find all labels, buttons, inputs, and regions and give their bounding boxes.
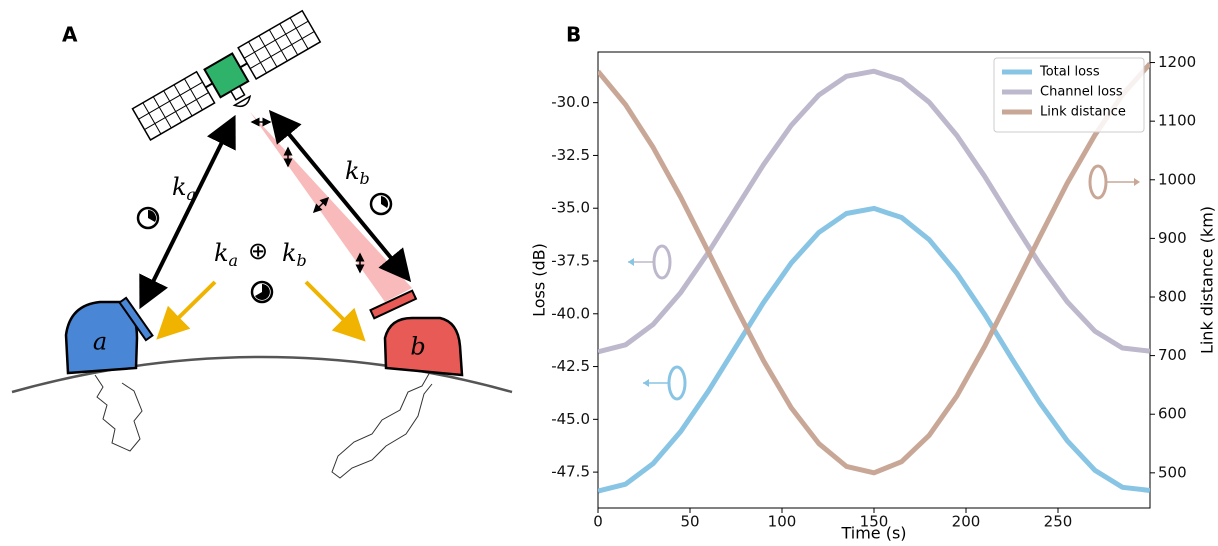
map: [331, 371, 433, 479]
y-axis-label: Loss (dB): [530, 243, 549, 317]
channel-arrow: [139, 114, 236, 310]
key-label: kb: [282, 239, 307, 270]
y-tick-label: -35.0: [551, 199, 590, 217]
series-line: [598, 205, 1150, 494]
panel-b: B Time (s) Loss (dB) Link distance (km) …: [530, 23, 1217, 543]
satellite: [131, 9, 322, 141]
y2-tick-label: 700: [1158, 346, 1187, 364]
y2-tick-label: 500: [1158, 463, 1187, 481]
station-b: [383, 316, 464, 377]
series-line: [598, 68, 1150, 355]
x-axis-label: Time (s): [840, 524, 906, 543]
y2-axis-label: Link distance (km): [1198, 206, 1217, 354]
dish: [118, 296, 154, 342]
wobble: [312, 196, 330, 214]
y-tick-label: -37.5: [551, 252, 590, 270]
station-label: b: [410, 333, 425, 361]
key-arrow: [304, 280, 366, 342]
key-base: k: [214, 239, 229, 267]
channel-arrow: [268, 109, 412, 283]
legend-label: Link distance: [1040, 105, 1126, 120]
y2-tick-label: 900: [1158, 229, 1187, 247]
key-label: kb: [345, 157, 370, 188]
y2-tick-label: 800: [1158, 287, 1187, 305]
stopwatch-fill: [148, 196, 389, 300]
legend-label: Total loss: [1039, 65, 1100, 80]
station-label: a: [93, 328, 107, 356]
x-tick-label: 0: [593, 513, 603, 531]
annotation-head: [628, 258, 649, 387]
legend-label: Channel loss: [1040, 85, 1123, 100]
annotation-head: [1134, 178, 1140, 186]
y-tick-label: -40.0: [551, 304, 590, 322]
key-base: k: [282, 239, 297, 267]
panel-label: A: [62, 23, 78, 47]
y2-tick-label: 1100: [1158, 112, 1196, 130]
key-label: ka: [172, 173, 196, 204]
y-tick-label: -30.0: [551, 93, 590, 111]
x-tick-label: 250: [1044, 513, 1073, 531]
x-tick-label: 50: [680, 513, 699, 531]
y2-tick-label: 600: [1158, 405, 1187, 423]
xor-symbol: ⊕: [248, 237, 268, 265]
x-tick-label: 200: [952, 513, 981, 531]
y-tick-label: -47.5: [551, 463, 590, 481]
x-tick-label: 100: [768, 513, 797, 531]
annotations: [628, 164, 1134, 401]
series-line: [598, 62, 1150, 476]
earth: [11, 355, 513, 394]
map: [94, 374, 143, 452]
y2-tick-label: 1200: [1158, 53, 1196, 71]
key-sub: a: [187, 185, 197, 204]
key-arrow: [156, 280, 217, 340]
key-label: ka: [214, 239, 238, 270]
panel-label: B: [566, 23, 581, 47]
key-sub: b: [360, 169, 370, 188]
y-tick-label: -42.5: [551, 357, 590, 375]
key-sub: a: [229, 251, 239, 270]
key-sub: b: [297, 251, 307, 270]
x-tick-label: 150: [860, 513, 889, 531]
key-base: k: [345, 157, 360, 185]
dish: [369, 289, 418, 320]
y-tick-label: -32.5: [551, 146, 590, 164]
y-tick-label: -45.0: [551, 410, 590, 428]
panel-a: A ka kb ka ⊕ kb a b: [11, 9, 513, 479]
y2-tick-label: 1000: [1158, 170, 1196, 188]
key-base: k: [172, 173, 187, 201]
